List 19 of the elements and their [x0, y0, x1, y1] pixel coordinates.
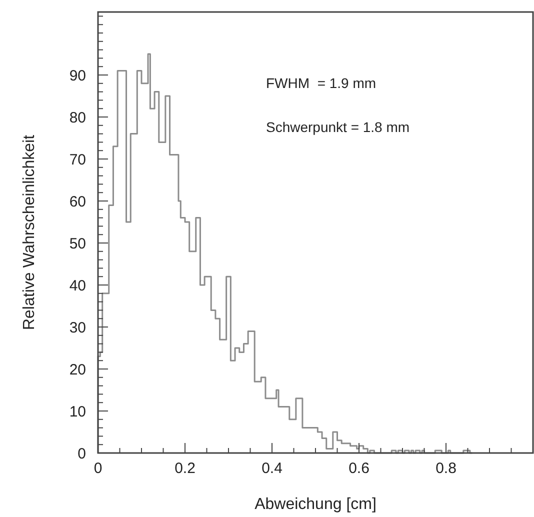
x-tick-label: 0 — [94, 460, 102, 477]
y-tick-label: 20 — [69, 361, 86, 378]
y-tick-label: 30 — [69, 319, 86, 336]
x-tick-label: 0.4 — [262, 460, 282, 477]
annotation: Schwerpunkt = 1.8 mm — [266, 119, 410, 135]
y-tick-label: 10 — [69, 403, 86, 420]
x-tick-label: 0.8 — [436, 460, 456, 477]
y-tick-label: 60 — [69, 193, 86, 210]
x-axis-title: Abweichung [cm] — [254, 496, 376, 513]
y-tick-label: 70 — [69, 151, 86, 168]
y-axis-title: Relative Wahrscheinlichkeit — [21, 134, 38, 330]
annotation: FWHM = 1.9 mm — [266, 75, 376, 91]
y-tick-label: 50 — [69, 235, 86, 252]
x-tick-label: 0.2 — [174, 460, 196, 477]
y-tick-label: 40 — [69, 277, 86, 294]
y-tick-label: 90 — [69, 67, 86, 84]
y-tick-label: 80 — [69, 109, 86, 126]
y-tick-label: 0 — [78, 445, 86, 462]
x-tick-label: 0.6 — [348, 460, 370, 477]
